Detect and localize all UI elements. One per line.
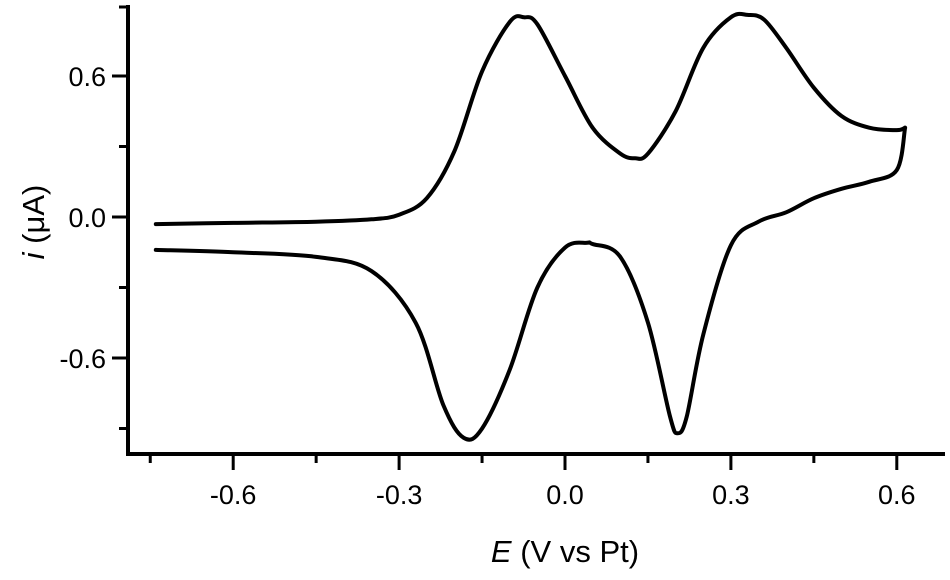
ticks	[112, 5, 899, 470]
y-axis-title-rest: (μA)	[16, 185, 51, 253]
tick-labels: -0.6 -0.3 0.0 0.3 0.6 0.6 0.0 -0.6	[59, 62, 915, 510]
x-tick-label: 0.3	[712, 480, 750, 510]
x-tick-label: 0.6	[878, 480, 916, 510]
x-tick-label: -0.3	[376, 480, 423, 510]
y-axis-title: i (μA)	[16, 185, 51, 260]
y-tick-label: 0.6	[68, 62, 106, 92]
y-tick-label: -0.6	[59, 344, 106, 374]
y-tick-label: 0.0	[68, 203, 106, 233]
x-tick-label: 0.0	[546, 480, 584, 510]
y-axis-title-italic: i	[16, 251, 51, 259]
x-tick-label: -0.6	[210, 480, 257, 510]
x-axis-title-italic: E	[491, 534, 512, 569]
cv-curve	[153, 11, 908, 442]
x-axis-title-rest: (V vs Pt)	[512, 534, 639, 569]
x-axis-title: E (V vs Pt)	[491, 534, 639, 569]
axes	[126, 5, 945, 456]
